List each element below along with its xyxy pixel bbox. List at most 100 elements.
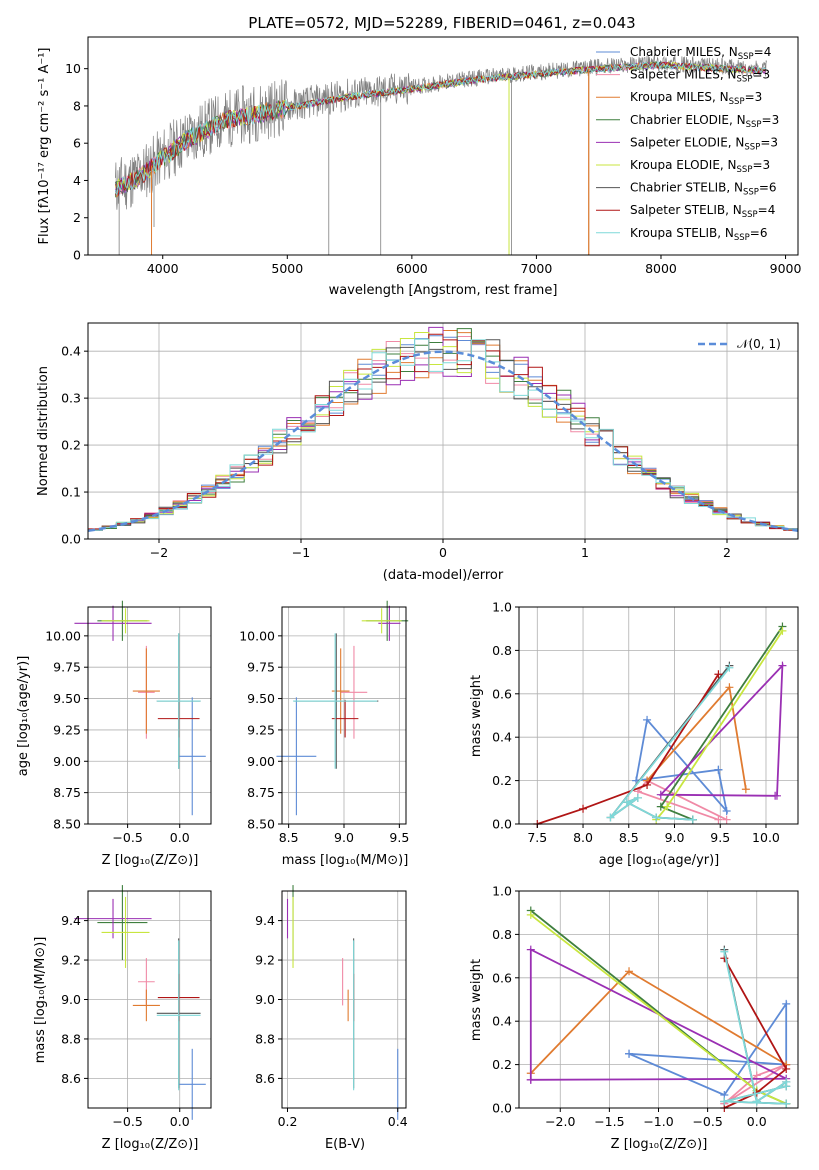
y-tick-label: 0.3 xyxy=(61,391,81,406)
y-tick-label: 10.00 xyxy=(239,628,275,643)
x-tick-label: 9.0 xyxy=(334,830,354,845)
weight-vs-age-plot-area xyxy=(533,622,787,828)
legend-entry-label: Chabrier STELIB, NSSP=6 xyxy=(630,181,777,198)
spectrum-title: PLATE=0572, MJD=52289, FIBERID=0461, z=0… xyxy=(248,14,635,32)
y-tick-label: 8.75 xyxy=(247,785,275,800)
y-tick-label: 0.8 xyxy=(492,643,512,658)
residuals-x-label: (data-model)/error xyxy=(383,568,504,583)
ssp-plus-marker xyxy=(663,802,672,811)
ssp-plus-marker xyxy=(752,1097,761,1106)
mass-vs-ebv-y-ticks: 8.6 8.8 9.0 9.2 9.4 xyxy=(255,913,282,1086)
x-tick-label: −0.5 xyxy=(112,1114,142,1129)
weight-vs-age-panel: 7.5 8.0 8.5 9.0 9.5 10.0 0.0 0.2 0.4 0.6 0.8 1.0 a… xyxy=(469,600,799,868)
x-tick-label: 8.5 xyxy=(619,830,639,845)
y-tick-label: 9.4 xyxy=(61,913,81,928)
weight-vs-z-x-label: Z [log₁₀(Z/Z⊙)] xyxy=(611,1137,708,1152)
x-tick-label: 2 xyxy=(723,545,731,560)
mass-vs-z-plot-area xyxy=(74,885,206,1120)
age-vs-z-y-label: age [log₁₀(age/yr)] xyxy=(16,656,31,777)
ssp-plus-marker xyxy=(526,1075,535,1084)
weight-vs-age-y-label: mass weight xyxy=(469,675,484,757)
weight-vs-z-y-ticks: 0.0 0.2 0.4 0.6 0.8 1.0 xyxy=(492,884,519,1116)
y-tick-label: 1.0 xyxy=(492,884,512,899)
y-tick-label: 8.75 xyxy=(53,785,81,800)
ssp-plus-marker xyxy=(782,999,791,1008)
x-tick-label: −0.5 xyxy=(112,830,142,845)
x-tick-label: 0.2 xyxy=(278,1114,298,1129)
ssp-plus-marker xyxy=(722,815,731,824)
ssp-plus-marker xyxy=(714,670,723,679)
mass-vs-ebv-x-label: E(B-V) xyxy=(325,1137,365,1152)
x-tick-label: 6000 xyxy=(396,261,428,276)
ssp-plus-marker xyxy=(782,1082,791,1091)
ssp-plus-marker xyxy=(720,1097,729,1106)
ssp-plus-marker xyxy=(579,804,588,813)
ssp-plus-marker xyxy=(606,813,615,822)
ssp-plus-marker xyxy=(652,813,661,822)
model-spectrum-line xyxy=(115,61,766,197)
y-tick-label: 8.8 xyxy=(255,1031,275,1046)
spectrum-frame xyxy=(87,36,799,256)
legend-entry-label: Kroupa ELODIE, NSSP=3 xyxy=(630,158,770,175)
ssp-plus-marker xyxy=(741,785,750,794)
ssp-plus-marker xyxy=(526,945,535,954)
residual-histogram-line xyxy=(88,333,798,531)
age-vs-z-plot-area xyxy=(74,600,206,816)
x-tick-label: 0.0 xyxy=(170,1114,190,1129)
x-tick-label: 8.5 xyxy=(279,830,299,845)
weight-vs-age-frame xyxy=(518,606,799,825)
mass-vs-z-y-label: mass [log₁₀(M/M⊙)] xyxy=(33,937,48,1064)
y-tick-label: 9.50 xyxy=(53,691,81,706)
mass-vs-ebv-panel: 0.2 0.4 8.6 8.8 9.0 9.2 9.4 E(B-V) xyxy=(255,885,408,1152)
ssp-plus-marker xyxy=(625,1049,634,1058)
y-tick-label: 0.2 xyxy=(492,1057,512,1072)
weight-vs-z-panel: −2.0 −1.5 −1.0 −0.5 0.0 0.0 0.2 0.4 0.6 0.8 1.0 Z… xyxy=(469,884,799,1152)
ssp-plus-marker xyxy=(772,791,781,800)
y-tick-label: 0.1 xyxy=(61,485,81,500)
ssp-plus-marker xyxy=(633,793,642,802)
y-tick-label: 0.4 xyxy=(492,730,512,745)
age-vs-z-x-ticks: −0.5 0.0 xyxy=(112,824,190,845)
model-spectrum-line xyxy=(115,60,766,196)
y-tick-label: 10.00 xyxy=(45,628,81,643)
normal-legend-label: 𝒩(0, 1) xyxy=(737,337,781,351)
ssp-plus-marker xyxy=(625,967,634,976)
y-tick-label: 0.2 xyxy=(492,773,512,788)
x-tick-label: 8000 xyxy=(645,261,677,276)
weight-vs-age-y-ticks: 0.0 0.2 0.4 0.6 0.8 1.0 xyxy=(492,600,519,832)
y-tick-label: 9.50 xyxy=(247,691,275,706)
ssp-plus-marker xyxy=(643,780,652,789)
spectrum-panel: PLATE=0572, MJD=52289, FIBERID=0461, z=0… xyxy=(37,14,801,298)
ssp-plus-marker xyxy=(725,683,734,692)
mass-vs-z-x-label: Z [log₁₀(Z/Z⊙)] xyxy=(102,1137,199,1152)
spectrum-lines xyxy=(115,55,767,255)
age-vs-z-frame xyxy=(87,606,212,825)
weight-vs-z-plot-area xyxy=(526,906,791,1112)
x-tick-label: 9.5 xyxy=(389,830,409,845)
ssp-plus-marker xyxy=(722,806,731,815)
x-tick-label: 9.0 xyxy=(665,830,685,845)
residuals-y-label: Normed distribution xyxy=(36,366,51,496)
residuals-y-ticks: 0.0 0.1 0.2 0.3 0.4 xyxy=(61,344,88,547)
y-tick-label: 0.6 xyxy=(492,686,512,701)
age-vs-mass-y-ticks: 8.50 8.75 9.00 9.25 9.50 9.75 10.00 xyxy=(239,628,282,832)
residuals-panel: −2 −1 0 1 2 0.0 0.1 0.2 0.3 0.4 (data-model)/err… xyxy=(36,322,799,583)
x-tick-label: 4000 xyxy=(147,261,179,276)
ssp-plus-marker xyxy=(782,1064,791,1073)
weight-vs-age-x-ticks: 7.5 8.0 8.5 9.0 9.5 10.0 xyxy=(527,824,780,845)
ssp-plus-marker xyxy=(714,765,723,774)
legend-entry-label: Chabrier ELODIE, NSSP=3 xyxy=(630,113,779,130)
ssp-plus-marker xyxy=(778,626,787,635)
mass-weight-line xyxy=(537,673,720,825)
mass-vs-z-grid xyxy=(88,891,211,1108)
spectrum-x-label: wavelength [Angstrom, rest frame] xyxy=(329,283,558,298)
ssp-plus-marker xyxy=(688,815,697,824)
ssp-plus-marker xyxy=(720,947,729,956)
weight-vs-z-y-label: mass weight xyxy=(469,959,484,1041)
normal-curve-line xyxy=(87,350,799,533)
x-tick-label: −2.0 xyxy=(545,1114,575,1129)
y-tick-label: 0 xyxy=(73,248,81,263)
ssp-plus-marker xyxy=(526,910,535,919)
legend-entry-label: Kroupa STELIB, NSSP=6 xyxy=(630,226,768,243)
